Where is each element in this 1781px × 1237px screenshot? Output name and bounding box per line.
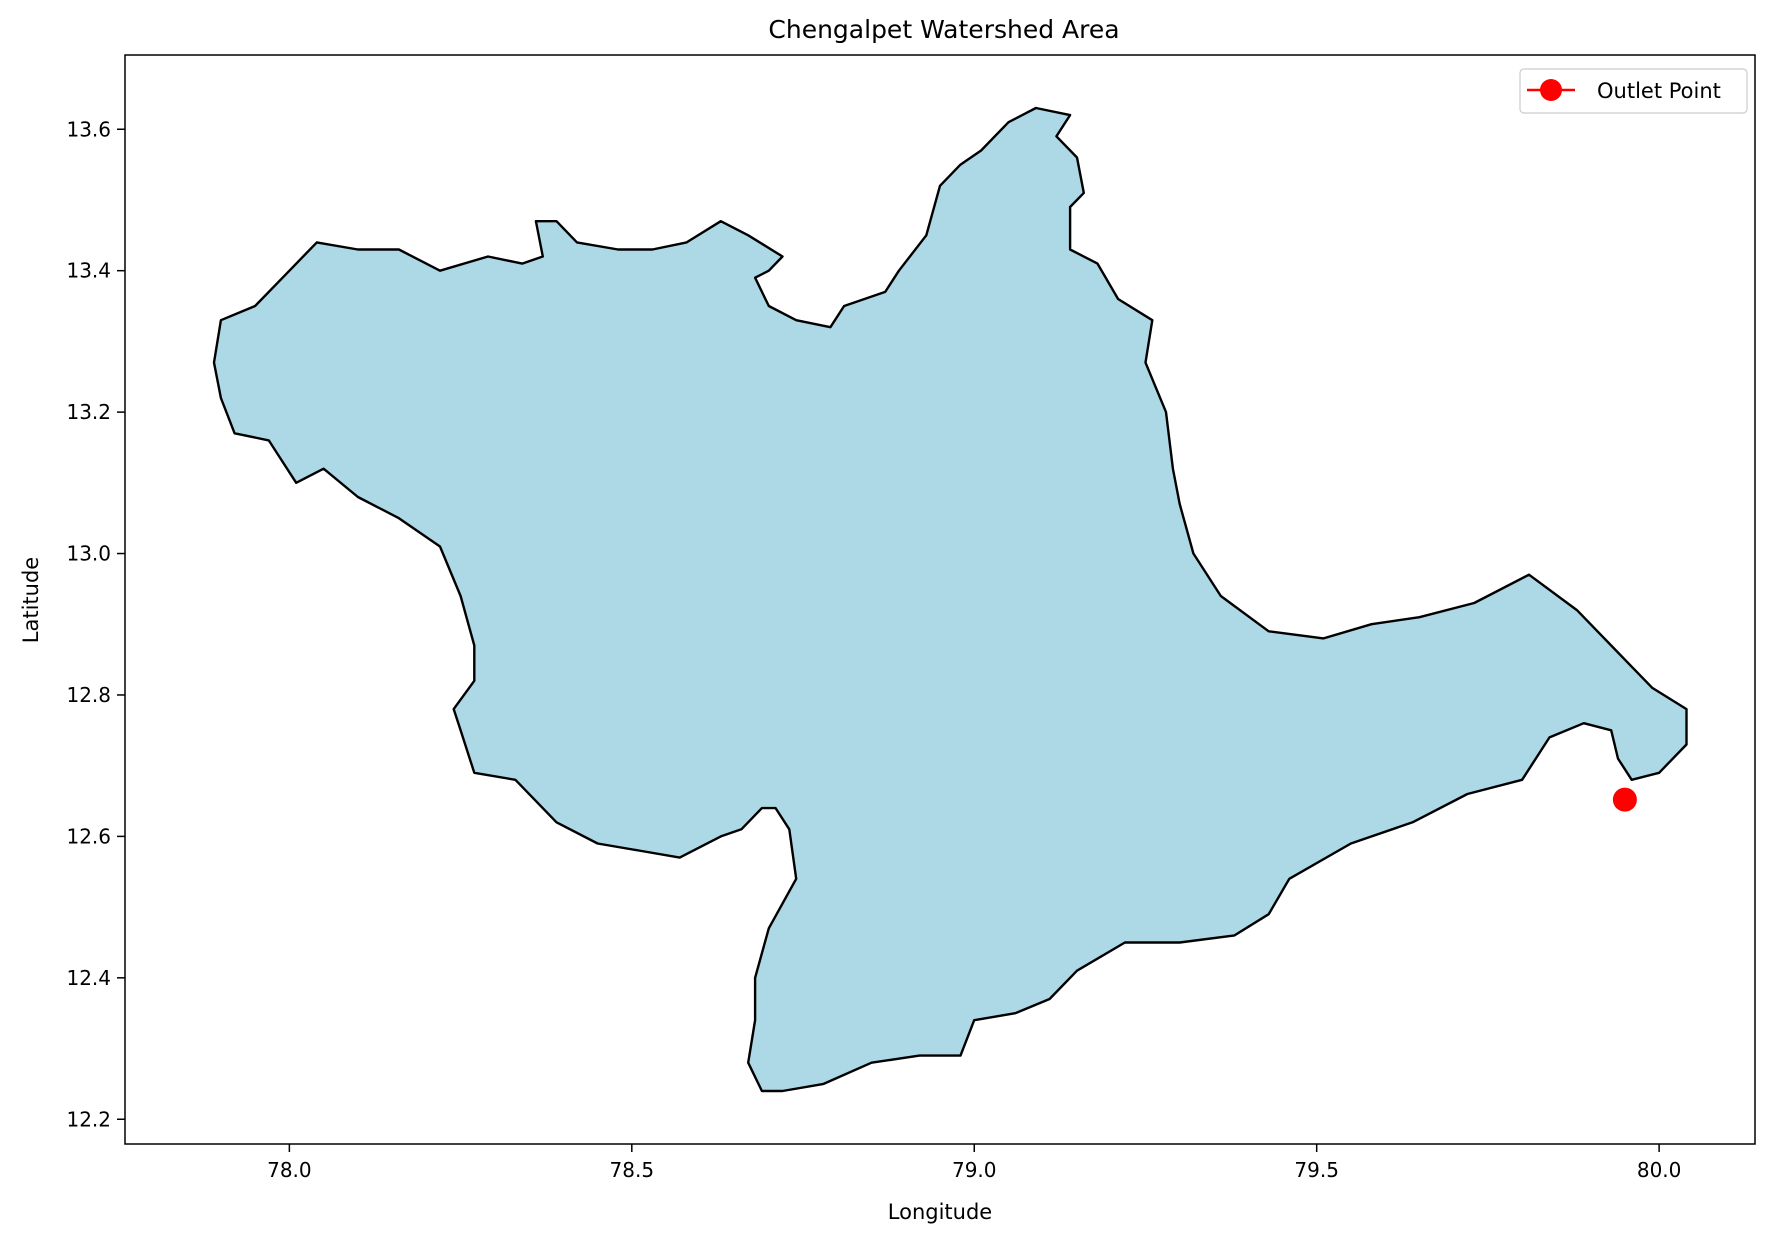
outlet-point-marker <box>1612 787 1637 812</box>
y-tick-label: 12.6 <box>66 824 111 848</box>
y-tick-label: 13.4 <box>66 259 111 283</box>
chart-title: Chengalpet Watershed Area <box>768 15 1119 44</box>
plot-area <box>212 106 1688 1093</box>
legend-entry-outlet-point: Outlet Point <box>1597 79 1721 103</box>
x-tick-label: 78.5 <box>610 1158 655 1182</box>
legend-box <box>1519 68 1748 114</box>
x-tick-label: 80.0 <box>1637 1158 1682 1182</box>
x-tick-label: 79.0 <box>952 1158 997 1182</box>
legend: Outlet Point <box>1519 68 1748 114</box>
x-axis-label: Longitude <box>888 1200 992 1224</box>
y-tick-label: 13.6 <box>66 117 111 141</box>
x-tick-label: 78.0 <box>267 1158 312 1182</box>
y-axis-ticks: 12.2 12.4 12.6 12.8 13.0 13.2 13.4 13.6 <box>66 117 125 1131</box>
y-axis-label: Latitude <box>19 557 43 643</box>
y-tick-label: 12.8 <box>66 683 111 707</box>
x-tick-label: 79.5 <box>1294 1158 1339 1182</box>
x-axis-ticks: 78.0 78.5 79.0 79.5 80.0 <box>267 1144 1681 1182</box>
y-tick-label: 13.0 <box>66 542 111 566</box>
watershed-boundary-polygon <box>212 106 1688 1093</box>
y-tick-label: 12.2 <box>66 1107 111 1131</box>
legend-circle-marker <box>1540 79 1562 101</box>
y-tick-label: 13.2 <box>66 400 111 424</box>
axes-frame <box>124 54 1756 1145</box>
y-tick-label: 12.4 <box>66 966 111 990</box>
